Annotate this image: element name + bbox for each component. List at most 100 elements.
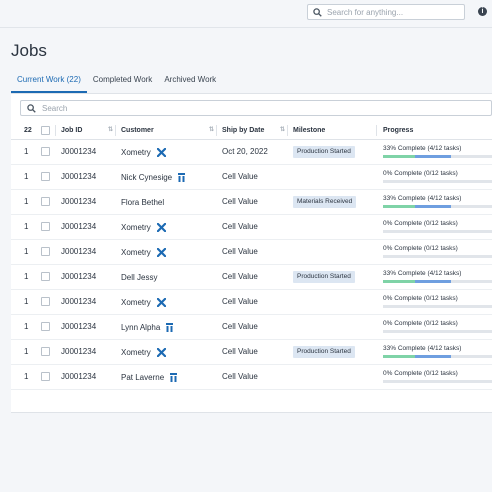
header-progress[interactable]: Progress: [383, 127, 414, 134]
progress-text: 0% Complete (0/12 tasks): [383, 245, 458, 252]
table-row[interactable]: 1 J0001234 Pat Laverne Cell Value 0% Complet…: [11, 365, 492, 390]
progress-bar: [383, 280, 492, 283]
progress-complete-segment: [383, 205, 415, 208]
progress-bar: [383, 355, 492, 358]
row-customer: Xometry: [121, 215, 166, 239]
person-icon: [170, 372, 178, 382]
row-ship-date: Cell Value: [222, 247, 258, 256]
tab-archived-work[interactable]: Archived Work: [164, 75, 217, 84]
column-divider: [55, 125, 56, 136]
progress-complete-segment: [383, 280, 415, 283]
row-checkbox[interactable]: [41, 222, 50, 231]
sort-icon[interactable]: ⇅: [209, 127, 215, 133]
progress-active-segment: [414, 355, 451, 358]
row-customer: Dell Jessy: [121, 265, 157, 289]
row-ship-date: Cell Value: [222, 347, 258, 356]
progress-active-segment: [414, 155, 451, 158]
progress-text: 0% Complete (0/12 tasks): [383, 220, 458, 227]
xometry-icon: [156, 147, 166, 157]
progress-cell: 0% Complete (0/12 tasks): [383, 294, 492, 308]
row-qty: 1: [24, 297, 29, 306]
progress-complete-segment: [383, 155, 415, 158]
row-ship-date: Cell Value: [222, 222, 258, 231]
tab-current-work[interactable]: Current Work (22): [11, 69, 87, 93]
row-customer: Flora Bethel: [121, 190, 164, 214]
header-milestone[interactable]: Milestone: [293, 127, 326, 134]
page-title: Jobs: [11, 41, 47, 60]
tab-bar: Current Work (22) Completed Work Archive…: [11, 69, 222, 93]
row-job-id[interactable]: J0001234: [61, 322, 97, 331]
customer-name: Xometry: [121, 297, 151, 307]
row-qty: 1: [24, 372, 29, 381]
row-checkbox[interactable]: [41, 347, 50, 356]
row-job-id[interactable]: J0001234: [61, 247, 97, 256]
row-checkbox[interactable]: [41, 172, 50, 181]
progress-text: 33% Complete (4/12 tasks): [383, 345, 462, 352]
row-ship-date: Cell Value: [222, 372, 258, 381]
header-job-id[interactable]: Job ID: [61, 127, 83, 134]
row-checkbox[interactable]: [41, 247, 50, 256]
row-job-id[interactable]: J0001234: [61, 197, 97, 206]
row-job-id[interactable]: J0001234: [61, 372, 97, 381]
milestone-badge: Materials Received: [293, 196, 357, 208]
row-qty: 1: [24, 222, 29, 231]
row-job-id[interactable]: J0001234: [61, 222, 97, 231]
jobs-grid: Search 22 Job ID ⇅ Customer ⇅ Ship by Da…: [11, 94, 492, 413]
customer-name: Xometry: [121, 247, 151, 257]
sort-icon[interactable]: ⇅: [280, 127, 286, 133]
row-job-id[interactable]: J0001234: [61, 172, 97, 181]
row-job-id[interactable]: J0001234: [61, 147, 97, 156]
table-row[interactable]: 1 J0001234 Nick Cynesige Cell Value 0% Compl…: [11, 165, 492, 190]
table-row[interactable]: 1 J0001234 Xometry Cell Value 0% Complete (0…: [11, 240, 492, 265]
xometry-icon: [156, 297, 166, 307]
table-row[interactable]: 1 J0001234 Xometry Oct 20, 2022 Production S…: [11, 140, 492, 165]
header-ship-by-date[interactable]: Ship by Date: [222, 127, 265, 134]
table-row[interactable]: 1 J0001234 Lynn Alpha Cell Value 0% Complete…: [11, 315, 492, 340]
row-customer: Lynn Alpha: [121, 315, 174, 339]
progress-bar: [383, 330, 492, 333]
progress-bar: [383, 255, 492, 258]
top-bar: Search for anything... i: [0, 0, 492, 28]
row-job-id[interactable]: J0001234: [61, 272, 97, 281]
row-checkbox[interactable]: [41, 372, 50, 381]
global-search-input[interactable]: Search for anything...: [307, 4, 465, 20]
select-all-checkbox[interactable]: [41, 126, 50, 135]
sort-icon[interactable]: ⇅: [108, 127, 114, 133]
grid-search-input[interactable]: Search: [20, 100, 492, 116]
row-qty: 1: [24, 322, 29, 331]
customer-name: Lynn Alpha: [121, 322, 161, 332]
tab-completed-work[interactable]: Completed Work: [92, 75, 153, 84]
progress-bar: [383, 155, 492, 158]
row-customer: Xometry: [121, 140, 166, 164]
table-row[interactable]: 1 J0001234 Xometry Cell Value Production Sta…: [11, 340, 492, 365]
header-customer[interactable]: Customer: [121, 127, 154, 134]
table-row[interactable]: 1 J0001234 Flora Bethel Cell Value Materials…: [11, 190, 492, 215]
row-ship-date: Cell Value: [222, 172, 258, 181]
column-divider: [216, 125, 217, 136]
xometry-icon: [156, 247, 166, 257]
row-checkbox[interactable]: [41, 272, 50, 281]
progress-text: 33% Complete (4/12 tasks): [383, 195, 462, 202]
row-job-id[interactable]: J0001234: [61, 347, 97, 356]
customer-name: Pat Laverne: [121, 372, 165, 382]
row-ship-date: Cell Value: [222, 272, 258, 281]
table-row[interactable]: 1 J0001234 Dell Jessy Cell Value Production …: [11, 265, 492, 290]
row-checkbox[interactable]: [41, 297, 50, 306]
milestone-badge: Production Started: [293, 346, 355, 358]
table-row[interactable]: 1 J0001234 Xometry Cell Value 0% Complete (0…: [11, 215, 492, 240]
progress-cell: 0% Complete (0/12 tasks): [383, 319, 492, 333]
row-customer: Xometry: [121, 340, 166, 364]
row-checkbox[interactable]: [41, 322, 50, 331]
info-icon[interactable]: i: [478, 7, 487, 16]
progress-text: 33% Complete (4/12 tasks): [383, 145, 462, 152]
customer-name: Dell Jessy: [121, 272, 158, 282]
row-ship-date: Oct 20, 2022: [222, 147, 268, 156]
progress-text: 0% Complete (0/12 tasks): [383, 320, 458, 327]
row-job-id[interactable]: J0001234: [61, 297, 97, 306]
row-checkbox[interactable]: [41, 197, 50, 206]
grid-search-placeholder: Search: [42, 103, 68, 113]
table-body: 1 J0001234 Xometry Oct 20, 2022 Production S…: [11, 140, 492, 390]
progress-active-segment: [414, 280, 451, 283]
row-checkbox[interactable]: [41, 147, 50, 156]
table-row[interactable]: 1 J0001234 Xometry Cell Value 0% Complete (0…: [11, 290, 492, 315]
